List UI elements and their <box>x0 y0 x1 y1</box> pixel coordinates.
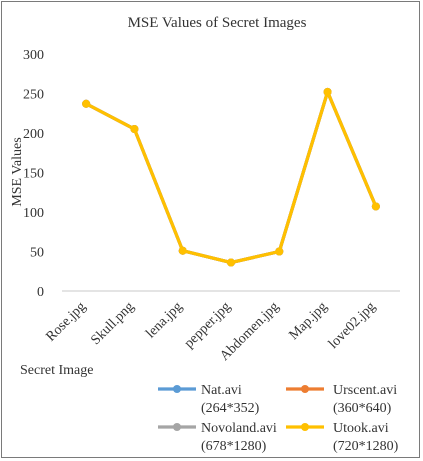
legend-label-size: (720*1280) <box>333 439 399 454</box>
x-axis-label: Secret Image <box>20 363 93 378</box>
y-tick-label: 150 <box>23 167 44 182</box>
y-tick-label: 100 <box>23 206 44 221</box>
data-point <box>323 87 332 96</box>
series-line <box>84 90 378 265</box>
legend-label-size: (678*1280) <box>201 439 267 454</box>
series-line <box>84 90 378 265</box>
legend-label: Nat.avi <box>201 383 242 398</box>
x-tick-label: Map.jpg <box>287 299 331 343</box>
y-axis-label: MSE Values <box>10 137 25 206</box>
legend-swatch-marker <box>301 385 309 393</box>
series-line <box>84 90 378 265</box>
data-point <box>275 247 284 256</box>
series-line <box>84 90 378 265</box>
legend-label: Utook.avi <box>333 421 389 436</box>
data-point <box>130 125 139 134</box>
y-tick-label: 250 <box>23 88 44 103</box>
y-tick-label: 0 <box>37 285 44 300</box>
data-point <box>178 246 187 255</box>
data-point <box>227 258 235 267</box>
legend-label-size: (264*352) <box>201 401 260 416</box>
data-point <box>371 202 380 211</box>
x-tick-label: lena.jpg <box>143 299 185 341</box>
legend: Nat.avi (264*352) Urscent.avi (360*640) Novo… <box>158 383 399 454</box>
legend-swatch-marker <box>301 423 309 431</box>
y-tick-label: 50 <box>30 246 44 261</box>
y-tick-label: 200 <box>23 127 44 142</box>
x-tick-label: love02.jpg <box>326 299 379 352</box>
legend-label: Novoland.avi <box>201 421 277 436</box>
x-tick-label: Skull.png <box>88 299 137 348</box>
data-point <box>82 99 91 108</box>
x-tick-label: Rose.jpg <box>43 299 89 345</box>
chart-title: MSE Values of Secret Images <box>128 15 307 31</box>
legend-label: Urscent.avi <box>333 383 397 398</box>
legend-swatch-marker <box>173 423 181 431</box>
legend-label-size: (360*640) <box>333 401 392 416</box>
legend-swatch-marker <box>173 385 181 393</box>
x-axis-ticks: Rose.jpg Skull.png lena.jpgpepper.jpgAbdom… <box>43 299 378 364</box>
y-axis-ticks: 0 50 100 150 200 250 300 <box>23 48 44 300</box>
y-tick-label: 300 <box>23 48 44 63</box>
series-group <box>82 87 380 267</box>
